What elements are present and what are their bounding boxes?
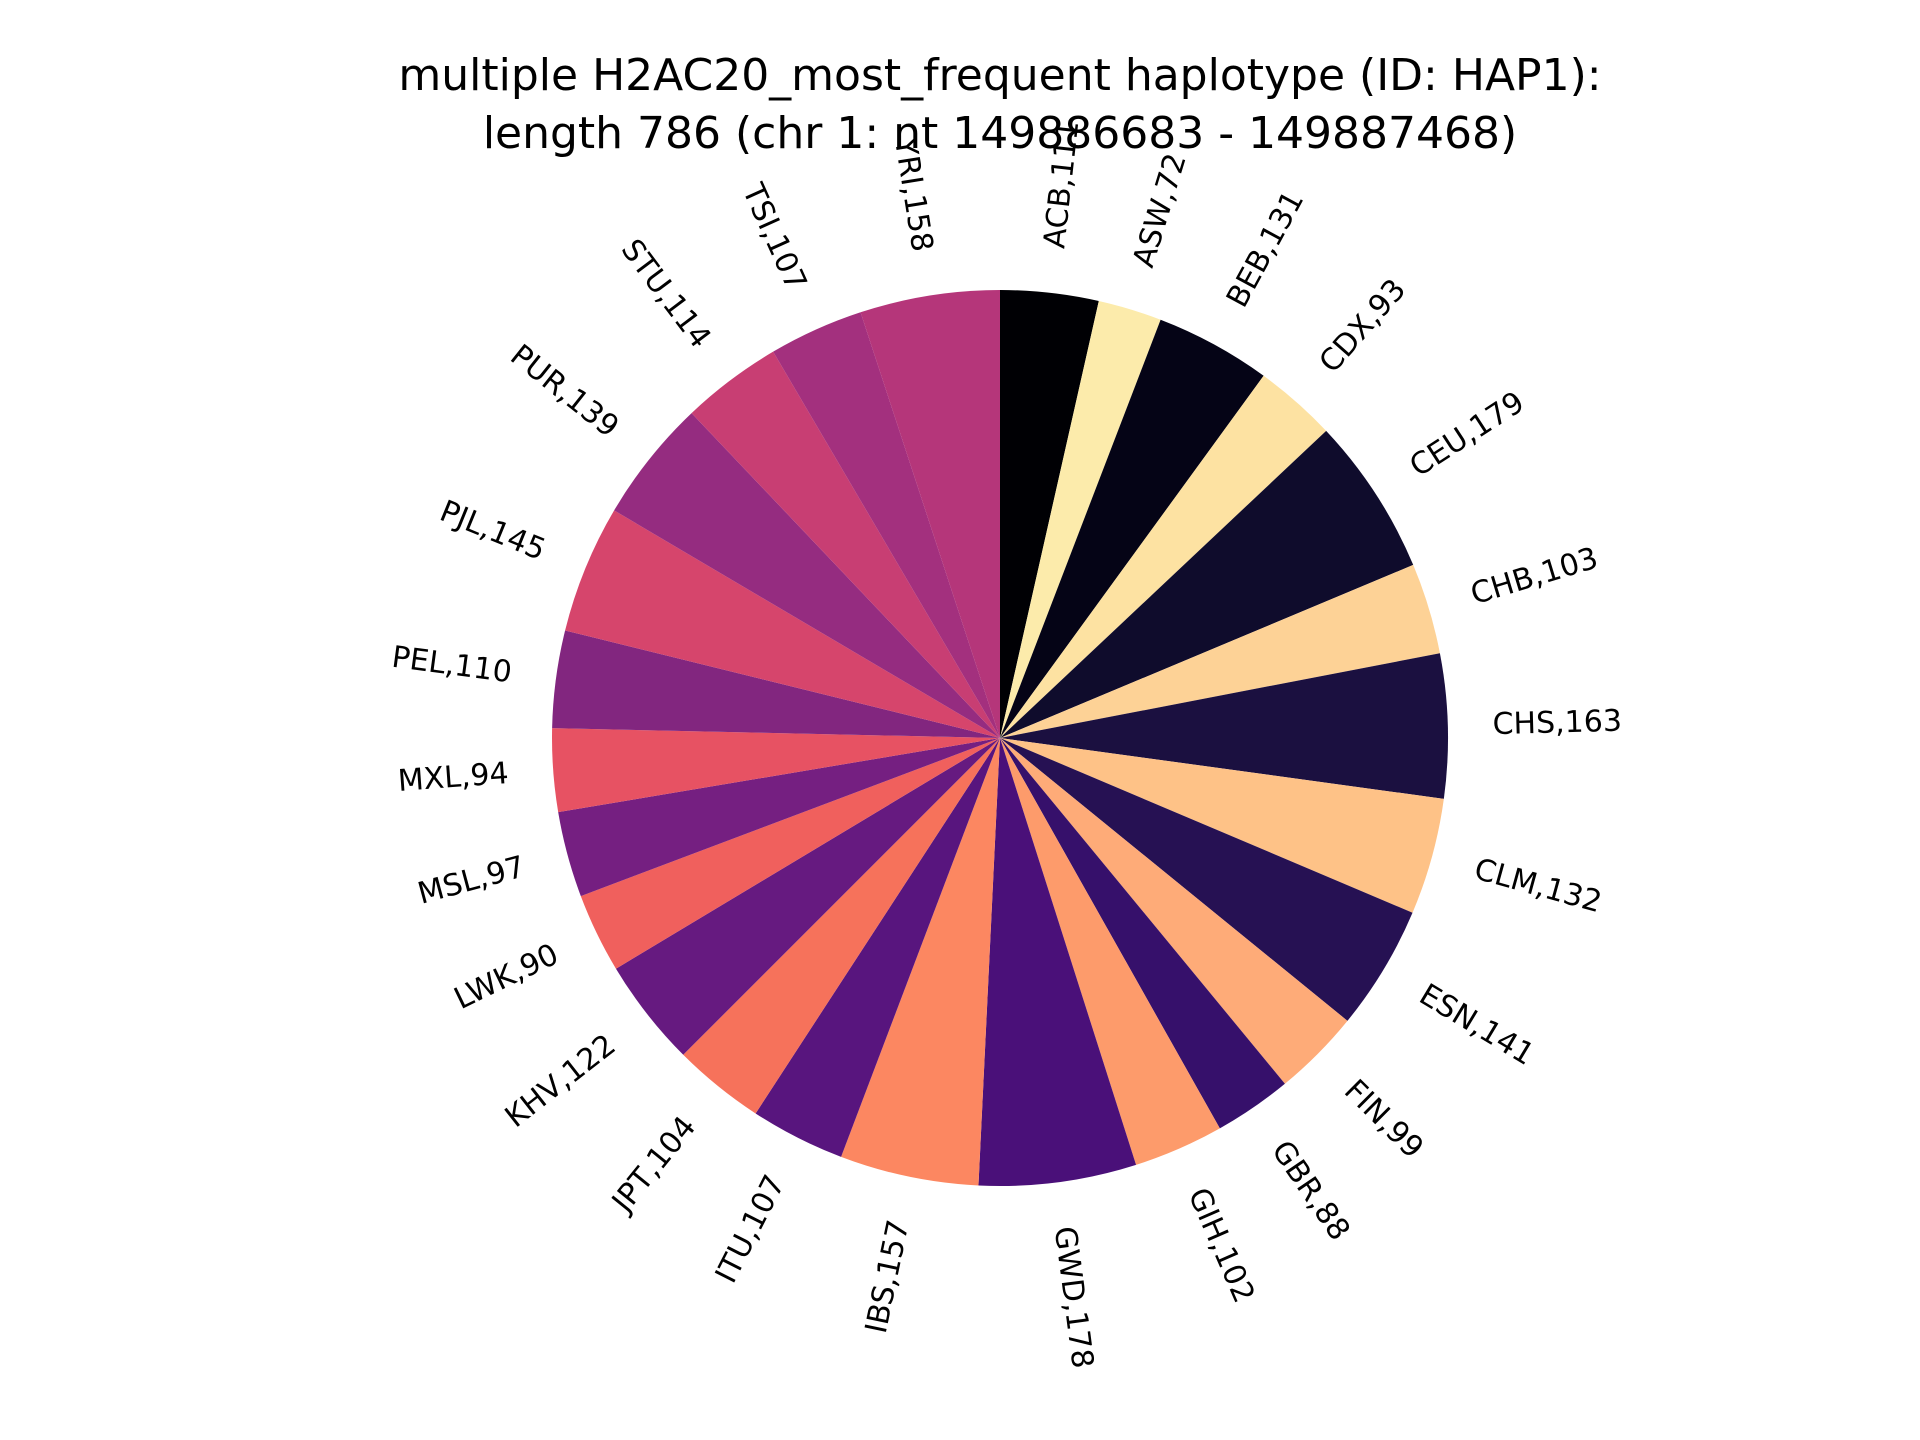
- pie-label-gbr: GBR,88: [1264, 1135, 1356, 1247]
- pie-slice-beb: [1000, 319, 1264, 738]
- pie-label-itu: ITU,107: [709, 1169, 793, 1288]
- pie-label-chb: CHB,103: [1467, 541, 1602, 612]
- pie-slice-yri: [860, 290, 1000, 738]
- pie-slice-gih: [1000, 738, 1220, 1165]
- pie-slice-msl: [558, 738, 1000, 897]
- pie-label-clm: CLM,132: [1471, 852, 1606, 920]
- pie-label-stu: STU,114: [614, 233, 718, 355]
- chart-title-line-2: length 786 (chr 1: nt 149886683 - 149887…: [483, 108, 1517, 159]
- pie-slice-mxl: [552, 728, 1000, 813]
- pie-label-mxl: MXL,94: [397, 756, 510, 799]
- pie-label-gwd: GWD,178: [1047, 1224, 1100, 1370]
- pie-label-fin: FIN,99: [1337, 1073, 1430, 1166]
- pie-slice-gwd: [978, 738, 1137, 1186]
- pie-label-pel: PEL,110: [390, 640, 514, 691]
- pie-label-lwk: LWK,90: [449, 937, 564, 1017]
- pie-label-pjl: PJL,145: [435, 494, 550, 568]
- pie-slice-esn: [1000, 738, 1413, 1021]
- pie-slice-itu: [755, 738, 1000, 1157]
- pie-label-gih: GIH,102: [1181, 1183, 1262, 1308]
- pie-slice-fin: [1000, 738, 1348, 1084]
- pie-slice-stu: [691, 351, 1000, 738]
- pie-slice-jpt: [683, 738, 1000, 1114]
- chart-title-line-1: multiple H2AC20_most_frequent haplotype …: [398, 50, 1601, 101]
- pie-label-ibs: IBS,157: [859, 1217, 917, 1336]
- pie-slice-gbr: [1000, 738, 1285, 1129]
- pie-slice-pjl: [565, 510, 1000, 738]
- pie-label-beb: BEB,131: [1220, 185, 1311, 313]
- pie-slice-ibs: [841, 738, 1000, 1186]
- pie-label-esn: ESN,141: [1413, 977, 1540, 1073]
- pie-label-pur: PUR,139: [504, 338, 626, 445]
- pie-slice-clm: [1000, 738, 1444, 913]
- pie-slice-cdx: [1000, 375, 1327, 738]
- pie-slice-khv: [615, 738, 1000, 1055]
- pie-label-cdx: CDX,93: [1313, 272, 1414, 379]
- pie-slice-acb: [1000, 290, 1099, 738]
- pie-slice-tsi: [773, 312, 1000, 738]
- pie-label-chs: CHS,163: [1492, 704, 1622, 742]
- pie-label-khv: KHV,122: [499, 1028, 623, 1135]
- pie-label-msl: MSL,97: [414, 849, 529, 911]
- pie-slice-asw: [1000, 301, 1161, 738]
- pie-slice-pur: [614, 413, 1000, 738]
- pie-slice-chb: [1000, 564, 1440, 738]
- pie-label-jpt: JPT,104: [604, 1110, 703, 1221]
- pie-slice-lwk: [580, 738, 1000, 969]
- pie-slices: [552, 290, 1449, 1186]
- pie-label-asw: ASW,72: [1126, 149, 1193, 271]
- pie-slice-pel: [552, 630, 1000, 738]
- pie-label-ceu: CEU,179: [1404, 385, 1531, 484]
- pie-slice-chs: [1000, 653, 1449, 799]
- pie-label-tsi: TSI,107: [735, 178, 814, 296]
- pie-slice-ceu: [1000, 430, 1414, 738]
